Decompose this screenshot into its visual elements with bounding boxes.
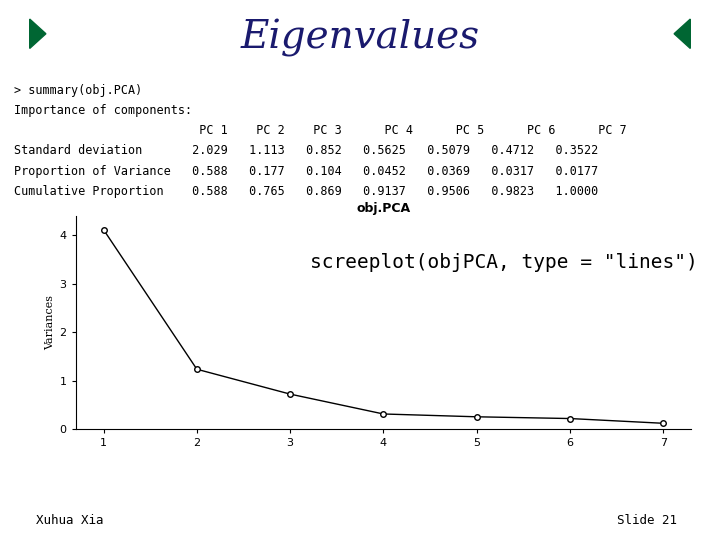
- Polygon shape: [30, 19, 46, 49]
- Text: Slide 21: Slide 21: [617, 514, 677, 526]
- Text: PC 1    PC 2    PC 3      PC 4      PC 5      PC 6      PC 7: PC 1 PC 2 PC 3 PC 4 PC 5 PC 6 PC 7: [14, 124, 627, 137]
- Title: obj.PCA: obj.PCA: [356, 202, 410, 215]
- Y-axis label: Variances: Variances: [45, 295, 55, 350]
- Text: Importance of components:: Importance of components:: [14, 104, 192, 117]
- Text: Standard deviation       2.029   1.113   0.852   0.5625   0.5079   0.4712   0.35: Standard deviation 2.029 1.113 0.852 0.5…: [14, 144, 598, 158]
- Text: Xuhua Xia: Xuhua Xia: [36, 514, 104, 526]
- Text: Eigenvalues: Eigenvalues: [240, 19, 480, 57]
- Text: Cumulative Proportion    0.588   0.765   0.869   0.9137   0.9506   0.9823   1.00: Cumulative Proportion 0.588 0.765 0.869 …: [14, 185, 598, 198]
- Text: screeplot(objPCA, type = "lines"): screeplot(objPCA, type = "lines"): [310, 253, 697, 272]
- Text: > summary(obj.PCA): > summary(obj.PCA): [14, 84, 143, 97]
- Polygon shape: [674, 19, 690, 49]
- Text: Proportion of Variance   0.588   0.177   0.104   0.0452   0.0369   0.0317   0.01: Proportion of Variance 0.588 0.177 0.104…: [14, 165, 598, 178]
